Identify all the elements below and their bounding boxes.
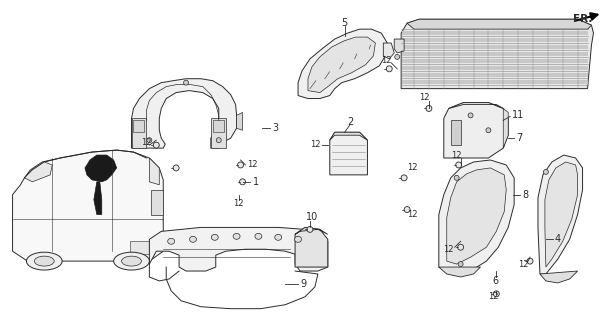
Polygon shape	[236, 112, 242, 130]
Polygon shape	[503, 108, 509, 148]
Ellipse shape	[233, 233, 240, 239]
Polygon shape	[402, 80, 588, 84]
Ellipse shape	[114, 252, 149, 270]
Text: 4: 4	[555, 234, 561, 244]
Polygon shape	[449, 102, 503, 108]
Text: FR.: FR.	[572, 14, 592, 24]
Polygon shape	[211, 118, 226, 148]
Polygon shape	[152, 190, 163, 214]
Ellipse shape	[26, 252, 62, 270]
Ellipse shape	[211, 234, 218, 240]
Text: 9: 9	[300, 279, 306, 289]
Polygon shape	[24, 162, 52, 182]
Polygon shape	[402, 52, 588, 56]
Polygon shape	[130, 241, 149, 254]
Ellipse shape	[173, 165, 179, 171]
Polygon shape	[383, 43, 394, 59]
Polygon shape	[298, 29, 387, 99]
Polygon shape	[132, 79, 236, 148]
Ellipse shape	[255, 233, 262, 239]
Ellipse shape	[543, 169, 548, 174]
Polygon shape	[444, 102, 509, 158]
Polygon shape	[538, 155, 583, 274]
Polygon shape	[439, 160, 514, 274]
Text: 12: 12	[247, 160, 258, 170]
Polygon shape	[407, 19, 591, 29]
Ellipse shape	[216, 138, 221, 143]
Polygon shape	[308, 37, 375, 92]
Ellipse shape	[527, 258, 533, 264]
Text: 11: 11	[512, 110, 524, 120]
Ellipse shape	[239, 179, 245, 185]
Text: 1: 1	[253, 177, 259, 187]
Polygon shape	[13, 150, 163, 261]
Polygon shape	[149, 158, 160, 185]
Ellipse shape	[189, 236, 197, 242]
Polygon shape	[447, 168, 506, 264]
Ellipse shape	[34, 256, 54, 266]
Ellipse shape	[275, 234, 282, 240]
Polygon shape	[402, 45, 588, 49]
Ellipse shape	[153, 142, 160, 148]
Polygon shape	[330, 132, 367, 140]
Text: 12: 12	[141, 138, 152, 147]
Polygon shape	[451, 120, 460, 145]
Text: 10: 10	[306, 212, 319, 222]
Ellipse shape	[458, 262, 463, 267]
Ellipse shape	[238, 162, 244, 168]
Polygon shape	[401, 19, 593, 89]
Polygon shape	[540, 271, 577, 283]
Polygon shape	[402, 73, 588, 77]
Text: 12: 12	[407, 164, 418, 172]
Polygon shape	[394, 39, 404, 53]
Ellipse shape	[167, 238, 175, 244]
Ellipse shape	[426, 106, 432, 111]
Text: 12: 12	[381, 56, 392, 65]
Ellipse shape	[307, 227, 313, 232]
Ellipse shape	[456, 162, 462, 168]
Polygon shape	[402, 66, 588, 70]
Polygon shape	[439, 267, 481, 277]
Text: 12: 12	[310, 140, 320, 148]
Ellipse shape	[493, 291, 499, 297]
Polygon shape	[149, 228, 328, 271]
Polygon shape	[330, 132, 367, 175]
Polygon shape	[402, 59, 588, 63]
Text: 2: 2	[348, 117, 354, 127]
Polygon shape	[85, 155, 117, 182]
Ellipse shape	[295, 236, 301, 242]
Polygon shape	[402, 31, 588, 35]
Text: 8: 8	[522, 190, 528, 200]
Text: 12: 12	[233, 199, 243, 208]
Polygon shape	[295, 228, 328, 234]
Ellipse shape	[468, 113, 473, 118]
Ellipse shape	[457, 244, 463, 250]
Text: 12: 12	[443, 245, 453, 254]
Text: 12: 12	[451, 150, 461, 160]
Ellipse shape	[395, 54, 400, 60]
Text: 6: 6	[492, 276, 499, 286]
Text: 12: 12	[518, 260, 529, 268]
Polygon shape	[295, 228, 328, 267]
Ellipse shape	[454, 175, 459, 180]
Polygon shape	[213, 120, 224, 132]
Polygon shape	[402, 38, 588, 42]
Ellipse shape	[386, 66, 392, 72]
Polygon shape	[132, 118, 146, 148]
Ellipse shape	[401, 175, 407, 181]
Text: 12: 12	[419, 93, 429, 102]
Text: 12: 12	[407, 210, 418, 219]
Text: 12: 12	[488, 292, 499, 301]
Polygon shape	[133, 120, 144, 132]
Ellipse shape	[404, 207, 410, 212]
Text: 3: 3	[272, 123, 278, 133]
Polygon shape	[545, 162, 577, 267]
Polygon shape	[94, 182, 102, 214]
Ellipse shape	[147, 138, 152, 143]
Text: 5: 5	[342, 18, 348, 28]
Ellipse shape	[486, 128, 491, 133]
Ellipse shape	[122, 256, 141, 266]
Ellipse shape	[183, 80, 189, 85]
Text: 7: 7	[516, 133, 523, 143]
